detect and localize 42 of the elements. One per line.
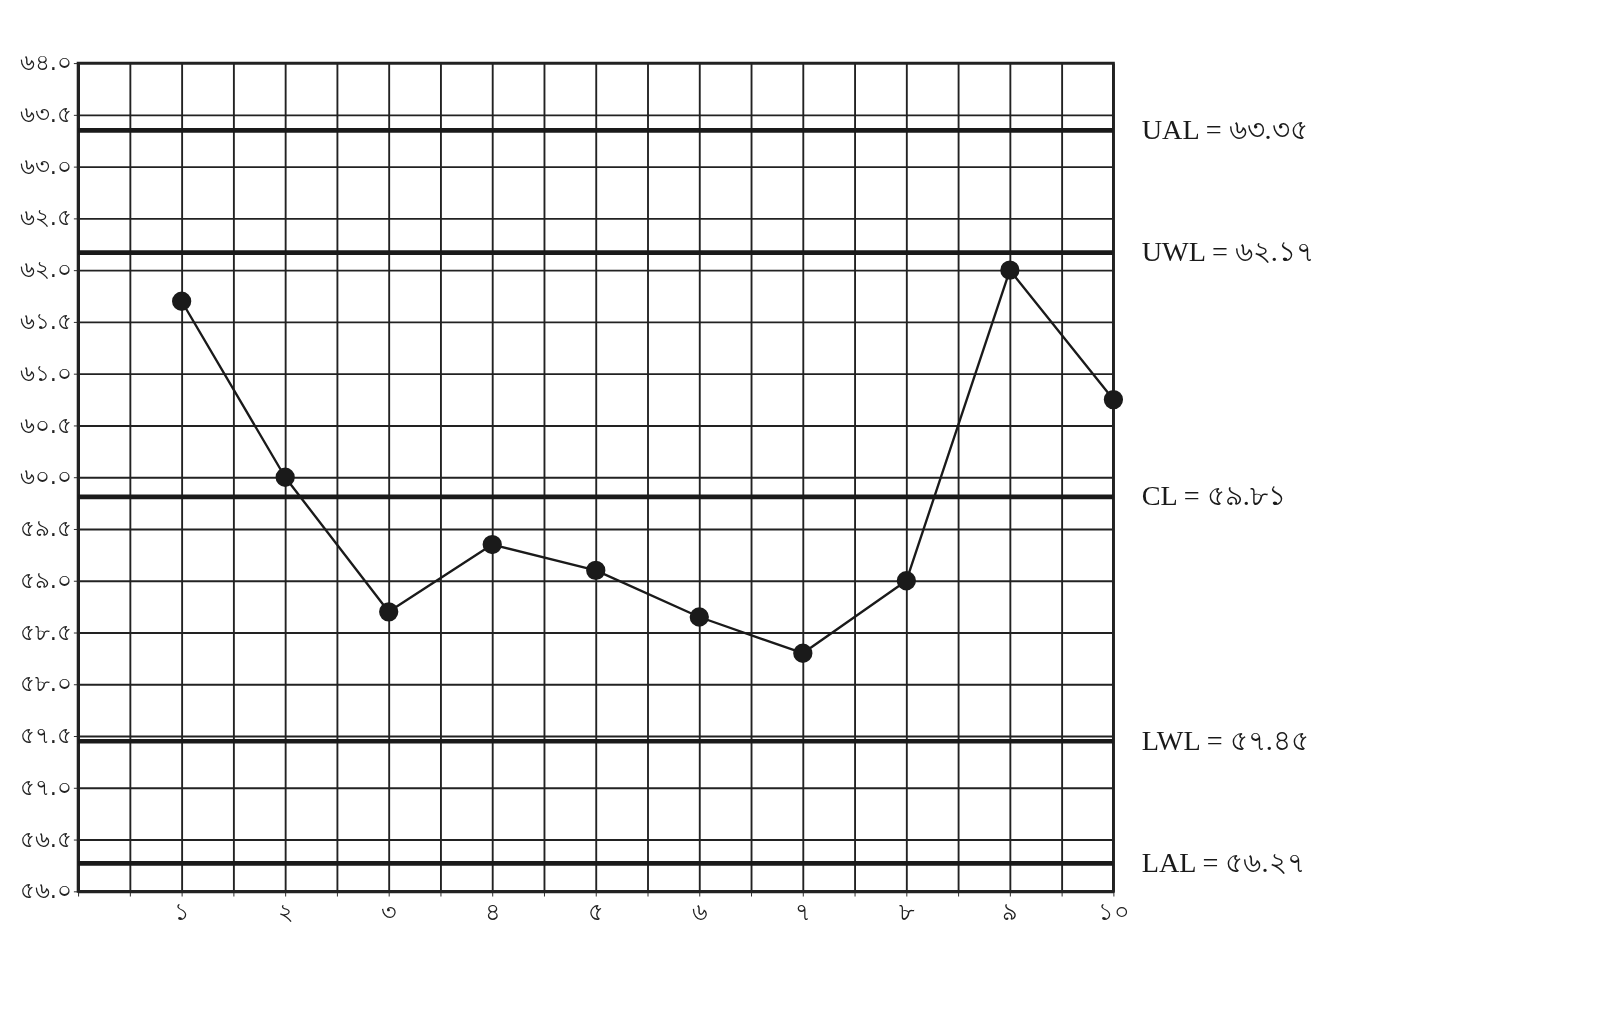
y-tick-label: ৬৪.০ (19, 49, 72, 76)
x-tick-label: ৯ (1002, 897, 1019, 927)
x-tick-label: ৩ (381, 897, 398, 927)
y-tick-label: ৫৬.০ (19, 877, 72, 904)
y-tick-label: ৫৮.০ (19, 670, 72, 697)
y-tick-label: ৫৯.০ (19, 566, 72, 593)
point (586, 560, 606, 581)
y-tick-label: ৬৩.০ (19, 152, 72, 179)
point (172, 291, 192, 311)
y-tick-label: ৫৮.৫ (19, 618, 72, 645)
point (275, 467, 295, 487)
ref-line-label: LAL = ৫৬.২৭ (1141, 846, 1305, 878)
y-tick-label: ৬১.০ (19, 359, 72, 386)
y-tick-label: ৬৩.৫ (19, 100, 72, 127)
y-tick-label: ৬২.৫ (19, 204, 72, 231)
x-tick-label: ৭ (795, 897, 812, 927)
x-tick-label: ৪ (484, 897, 501, 927)
point (896, 571, 916, 591)
point (1000, 260, 1020, 280)
y-tick-label: ৬০.৫ (19, 411, 72, 438)
y-tick-label: ৫৬.৫ (19, 825, 72, 852)
x-tick-label: ১০ (1097, 897, 1130, 927)
y-tick-label: ৫৭.৫ (19, 722, 72, 749)
ref-line-label: UAL = ৬৩.৩৫ (1141, 113, 1308, 145)
y-tick-label: ৫৭.০ (19, 773, 72, 800)
y-tick-label: ৬০.০ (19, 463, 72, 490)
point (1103, 389, 1124, 410)
point (793, 643, 813, 663)
x-tick-label: ১ (174, 897, 191, 927)
point (482, 534, 502, 555)
x-tick-label: ৮ (898, 897, 915, 927)
y-tick-label: ৬২.০ (19, 256, 72, 283)
x-tick-label: ৬ (691, 897, 708, 927)
y-tick-label: ৬১.৫ (19, 308, 72, 334)
point (379, 602, 399, 622)
ref-line-label: CL = ৫৯.৮১ (1141, 480, 1286, 512)
point (689, 607, 709, 627)
x-tick-label: ৫ (588, 897, 605, 927)
y-tick-label: ৫৯.৫ (19, 515, 72, 542)
ref-line-label: LWL = ৫৭.৪৫ (1141, 724, 1309, 756)
ref-line-label: UWL = ৬২.১৭ (1141, 236, 1314, 268)
x-tick-label: ২ (277, 897, 294, 927)
